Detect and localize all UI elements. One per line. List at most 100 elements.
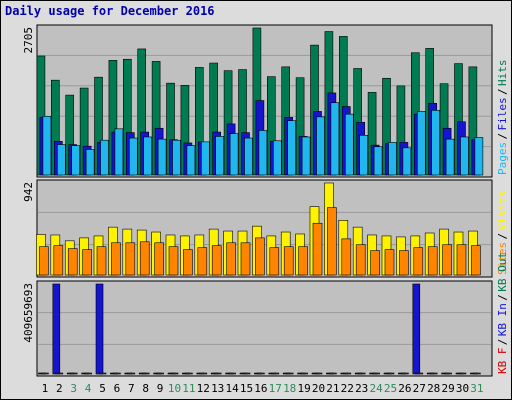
bar-kbytes-kb-out-3	[69, 372, 78, 375]
bar-kbytes-kb-out-13	[213, 372, 222, 375]
bar-kbytes-kb-in-5	[95, 283, 104, 375]
bar-kbytes-kb-out-28	[429, 372, 438, 375]
x-tick-label-5: 5	[99, 382, 106, 395]
bar-visits-sites-4	[82, 249, 92, 276]
bar-kbytes-kb-out-8	[141, 372, 150, 375]
bars-group	[36, 27, 484, 375]
bar-kbytes-kb-out-12	[199, 372, 208, 375]
bar-visits-sites-11	[183, 249, 193, 276]
bar-kbytes-kb-out-6	[113, 372, 121, 375]
bar-visits-sites-13	[211, 245, 222, 276]
bar-kbytes-kb-out-1	[41, 372, 49, 375]
x-tick-label-19: 19	[297, 382, 310, 395]
x-tick-label-9: 9	[157, 382, 164, 395]
bar-hits-pages-15	[244, 137, 253, 176]
bar-visits-sites-25	[384, 249, 395, 276]
legend-separator: /	[496, 133, 509, 140]
legend-visits-visits: Visits	[496, 191, 509, 231]
bar-hits-pages-30	[460, 136, 469, 176]
legend-visits-sites: Sites	[496, 242, 509, 275]
bar-kbytes-kb-out-15	[242, 372, 251, 375]
x-tick-label-24: 24	[369, 382, 383, 395]
bar-kbytes-kb-out-7	[127, 372, 136, 375]
x-tick-label-10: 10	[168, 382, 181, 395]
bar-visits-sites-28	[427, 246, 438, 276]
x-tick-label-27: 27	[413, 382, 426, 395]
bar-hits-pages-22	[344, 113, 354, 176]
bar-hits-pages-8	[143, 136, 153, 176]
x-tick-label-25: 25	[384, 382, 397, 395]
bar-visits-sites-19	[298, 246, 308, 276]
kbytes-panel	[36, 280, 493, 377]
bar-visits-sites-18	[283, 246, 294, 276]
bar-kbytes-kb-out-27	[415, 372, 424, 375]
x-tick-label-29: 29	[441, 382, 454, 395]
bar-visits-sites-6	[111, 242, 121, 276]
x-tick-label-28: 28	[427, 382, 440, 395]
bar-hits-pages-23	[359, 135, 368, 176]
bar-kbytes-kb-out-31	[473, 372, 481, 375]
bar-kbytes-kb-out-21	[329, 372, 337, 375]
bar-kbytes-kb-in-2	[52, 283, 61, 375]
bar-hits-pages-1	[42, 116, 52, 176]
x-tick-label-22: 22	[341, 382, 354, 395]
legend-separator: /	[496, 233, 509, 240]
bar-kbytes-kb-out-24	[372, 372, 380, 375]
bar-kbytes-kb-out-30	[458, 372, 467, 375]
bar-visits-sites-9	[154, 242, 164, 276]
x-tick-label-30: 30	[456, 382, 469, 395]
bar-hits-pages-27	[416, 111, 426, 176]
x-tick-label-26: 26	[398, 382, 411, 395]
bar-hits-pages-20	[316, 116, 325, 176]
labels-group: 2705Pages/Files/Hits942Sites/Visits40965…	[22, 27, 509, 395]
bar-visits-sites-14	[226, 242, 236, 276]
bar-kbytes-kb-out-14	[228, 372, 236, 375]
bar-kbytes-kb-out-16	[257, 372, 265, 375]
legend-hits-hits: Hits	[496, 60, 509, 87]
bar-visits-sites-22	[341, 238, 352, 276]
legend-separator: /	[496, 294, 509, 301]
bar-visits-sites-24	[370, 250, 380, 276]
bar-visits-sites-30	[456, 244, 467, 276]
bar-hits-pages-7	[129, 137, 138, 176]
bar-hits-pages-24	[373, 146, 383, 176]
x-tick-label-3: 3	[70, 382, 77, 395]
bar-hits-pages-4	[85, 149, 95, 176]
bar-hits-pages-11	[186, 145, 196, 176]
bar-visits-sites-12	[197, 247, 208, 276]
bar-visits-sites-17	[269, 247, 280, 276]
bar-hits-pages-31	[474, 137, 484, 176]
bar-kbytes-kb-out-25	[386, 372, 395, 375]
ymax-label-kbytes: 409659693	[22, 283, 35, 343]
x-tick-label-17: 17	[269, 382, 282, 395]
ymax-label-hits: 2705	[22, 27, 35, 54]
x-tick-label-8: 8	[142, 382, 149, 395]
bar-hits-pages-26	[402, 147, 412, 176]
bar-kbytes-kb-out-10	[170, 372, 179, 375]
legend-kbytes-kb-f: KB F	[496, 348, 509, 375]
x-tick-label-21: 21	[326, 382, 339, 395]
bar-visits-sites-8	[139, 241, 150, 276]
bar-visits-sites-3	[67, 248, 78, 276]
bar-hits-pages-10	[172, 139, 181, 176]
bar-visits-sites-15	[240, 242, 251, 276]
bar-kbytes-kb-out-29	[444, 372, 452, 375]
bar-visits-sites-26	[399, 250, 409, 276]
x-tick-label-15: 15	[240, 382, 253, 395]
bar-kbytes-kb-out-5	[98, 372, 107, 375]
x-tick-label-16: 16	[254, 382, 267, 395]
bar-hits-pages-29	[445, 138, 455, 176]
x-tick-label-4: 4	[85, 382, 92, 395]
legend-hits-files: Files	[496, 97, 509, 130]
bar-visits-sites-27	[413, 247, 424, 276]
bar-kbytes-kb-out-2	[55, 372, 64, 375]
bar-hits-pages-5	[100, 139, 109, 176]
bar-visits-sites-29	[442, 244, 452, 276]
bar-visits-sites-31	[471, 245, 481, 276]
x-tick-label-14: 14	[225, 382, 239, 395]
legend-separator: /	[496, 88, 509, 95]
x-tick-label-12: 12	[197, 382, 210, 395]
bar-hits-pages-17	[272, 140, 282, 176]
bar-visits-sites-5	[96, 246, 107, 276]
